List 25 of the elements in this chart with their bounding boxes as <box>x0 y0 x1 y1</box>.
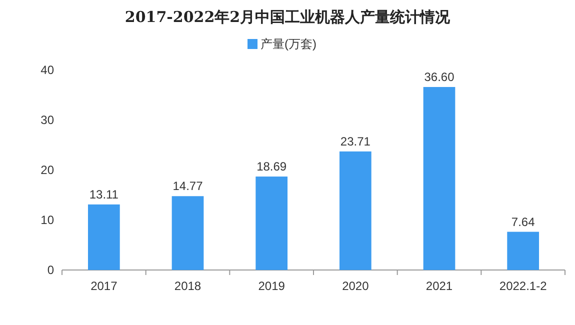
text: 7.64 <box>511 214 535 229</box>
text: 36.60 <box>424 70 454 84</box>
text: 23.71 <box>340 134 370 148</box>
text: 14.77 <box>172 179 203 194</box>
y-tick-label: 0 <box>47 263 54 277</box>
x-tick-label: 2022.1-2 <box>499 279 548 293</box>
x-tick-label: 2017 <box>90 279 118 293</box>
x-tick-label: 2018 <box>174 279 202 293</box>
x-tick-label: 2019 <box>258 279 286 293</box>
bar <box>88 204 120 270</box>
legend-label: 产量(万套) <box>260 37 316 51</box>
bar <box>256 176 288 270</box>
bar <box>339 151 372 270</box>
x-tick-label: 2021 <box>426 279 453 293</box>
bar <box>507 232 540 270</box>
bar <box>423 87 456 270</box>
text: 13.11 <box>89 187 118 202</box>
x-tick-label: 2020 <box>342 279 370 293</box>
text: 18.69 <box>256 160 287 174</box>
y-tick-label: 10 <box>40 213 54 227</box>
bar <box>172 196 204 270</box>
chart-title: 2017-2022年2月中国工业机器人产量统计情况 <box>124 8 452 26</box>
y-tick-label: 30 <box>40 113 54 127</box>
y-tick-label: 40 <box>40 63 54 77</box>
y-tick-label: 20 <box>40 163 54 177</box>
